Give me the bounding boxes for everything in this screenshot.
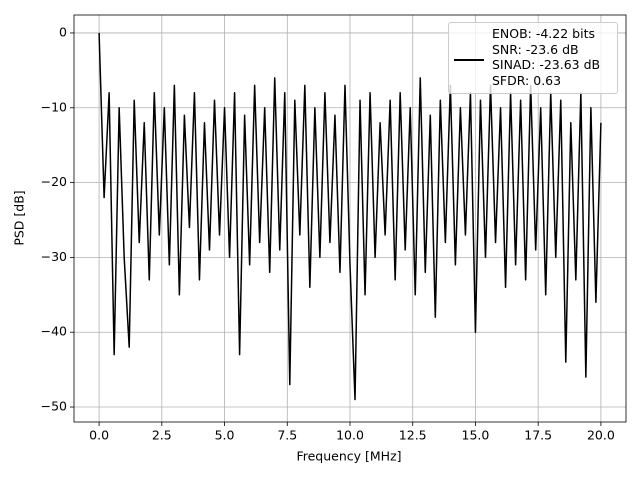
y-tick-label: −20 — [41, 174, 67, 189]
x-tick-label: 5.0 — [215, 428, 235, 443]
plot-frame — [73, 14, 627, 423]
x-tick-label: 2.5 — [152, 428, 172, 443]
y-tick-label: 0 — [59, 24, 67, 39]
x-tick-label: 7.5 — [277, 428, 297, 443]
y-tick-label: −50 — [41, 399, 67, 414]
psd-line — [98, 32, 602, 401]
y-tick-label: −40 — [41, 324, 67, 339]
x-tick-label: 10.0 — [336, 428, 364, 443]
x-tick-label: 15.0 — [462, 428, 490, 443]
x-tick-label: 17.5 — [524, 428, 552, 443]
y-tick-label: −10 — [41, 99, 67, 114]
legend-line — [454, 59, 484, 61]
x-tick-label: 0.0 — [89, 428, 109, 443]
legend: ENOB: -4.22 bits SNR: -23.6 dB SINAD: -2… — [448, 22, 618, 94]
y-axis-label: PSD [dB] — [12, 190, 27, 245]
legend-label: ENOB: -4.22 bits SNR: -23.6 dB SINAD: -2… — [492, 26, 601, 88]
x-tick-label: 12.5 — [399, 428, 427, 443]
x-axis-label: Frequency [MHz] — [296, 449, 401, 464]
x-tick-label: 20.0 — [587, 428, 615, 443]
y-tick-label: −30 — [41, 249, 67, 264]
